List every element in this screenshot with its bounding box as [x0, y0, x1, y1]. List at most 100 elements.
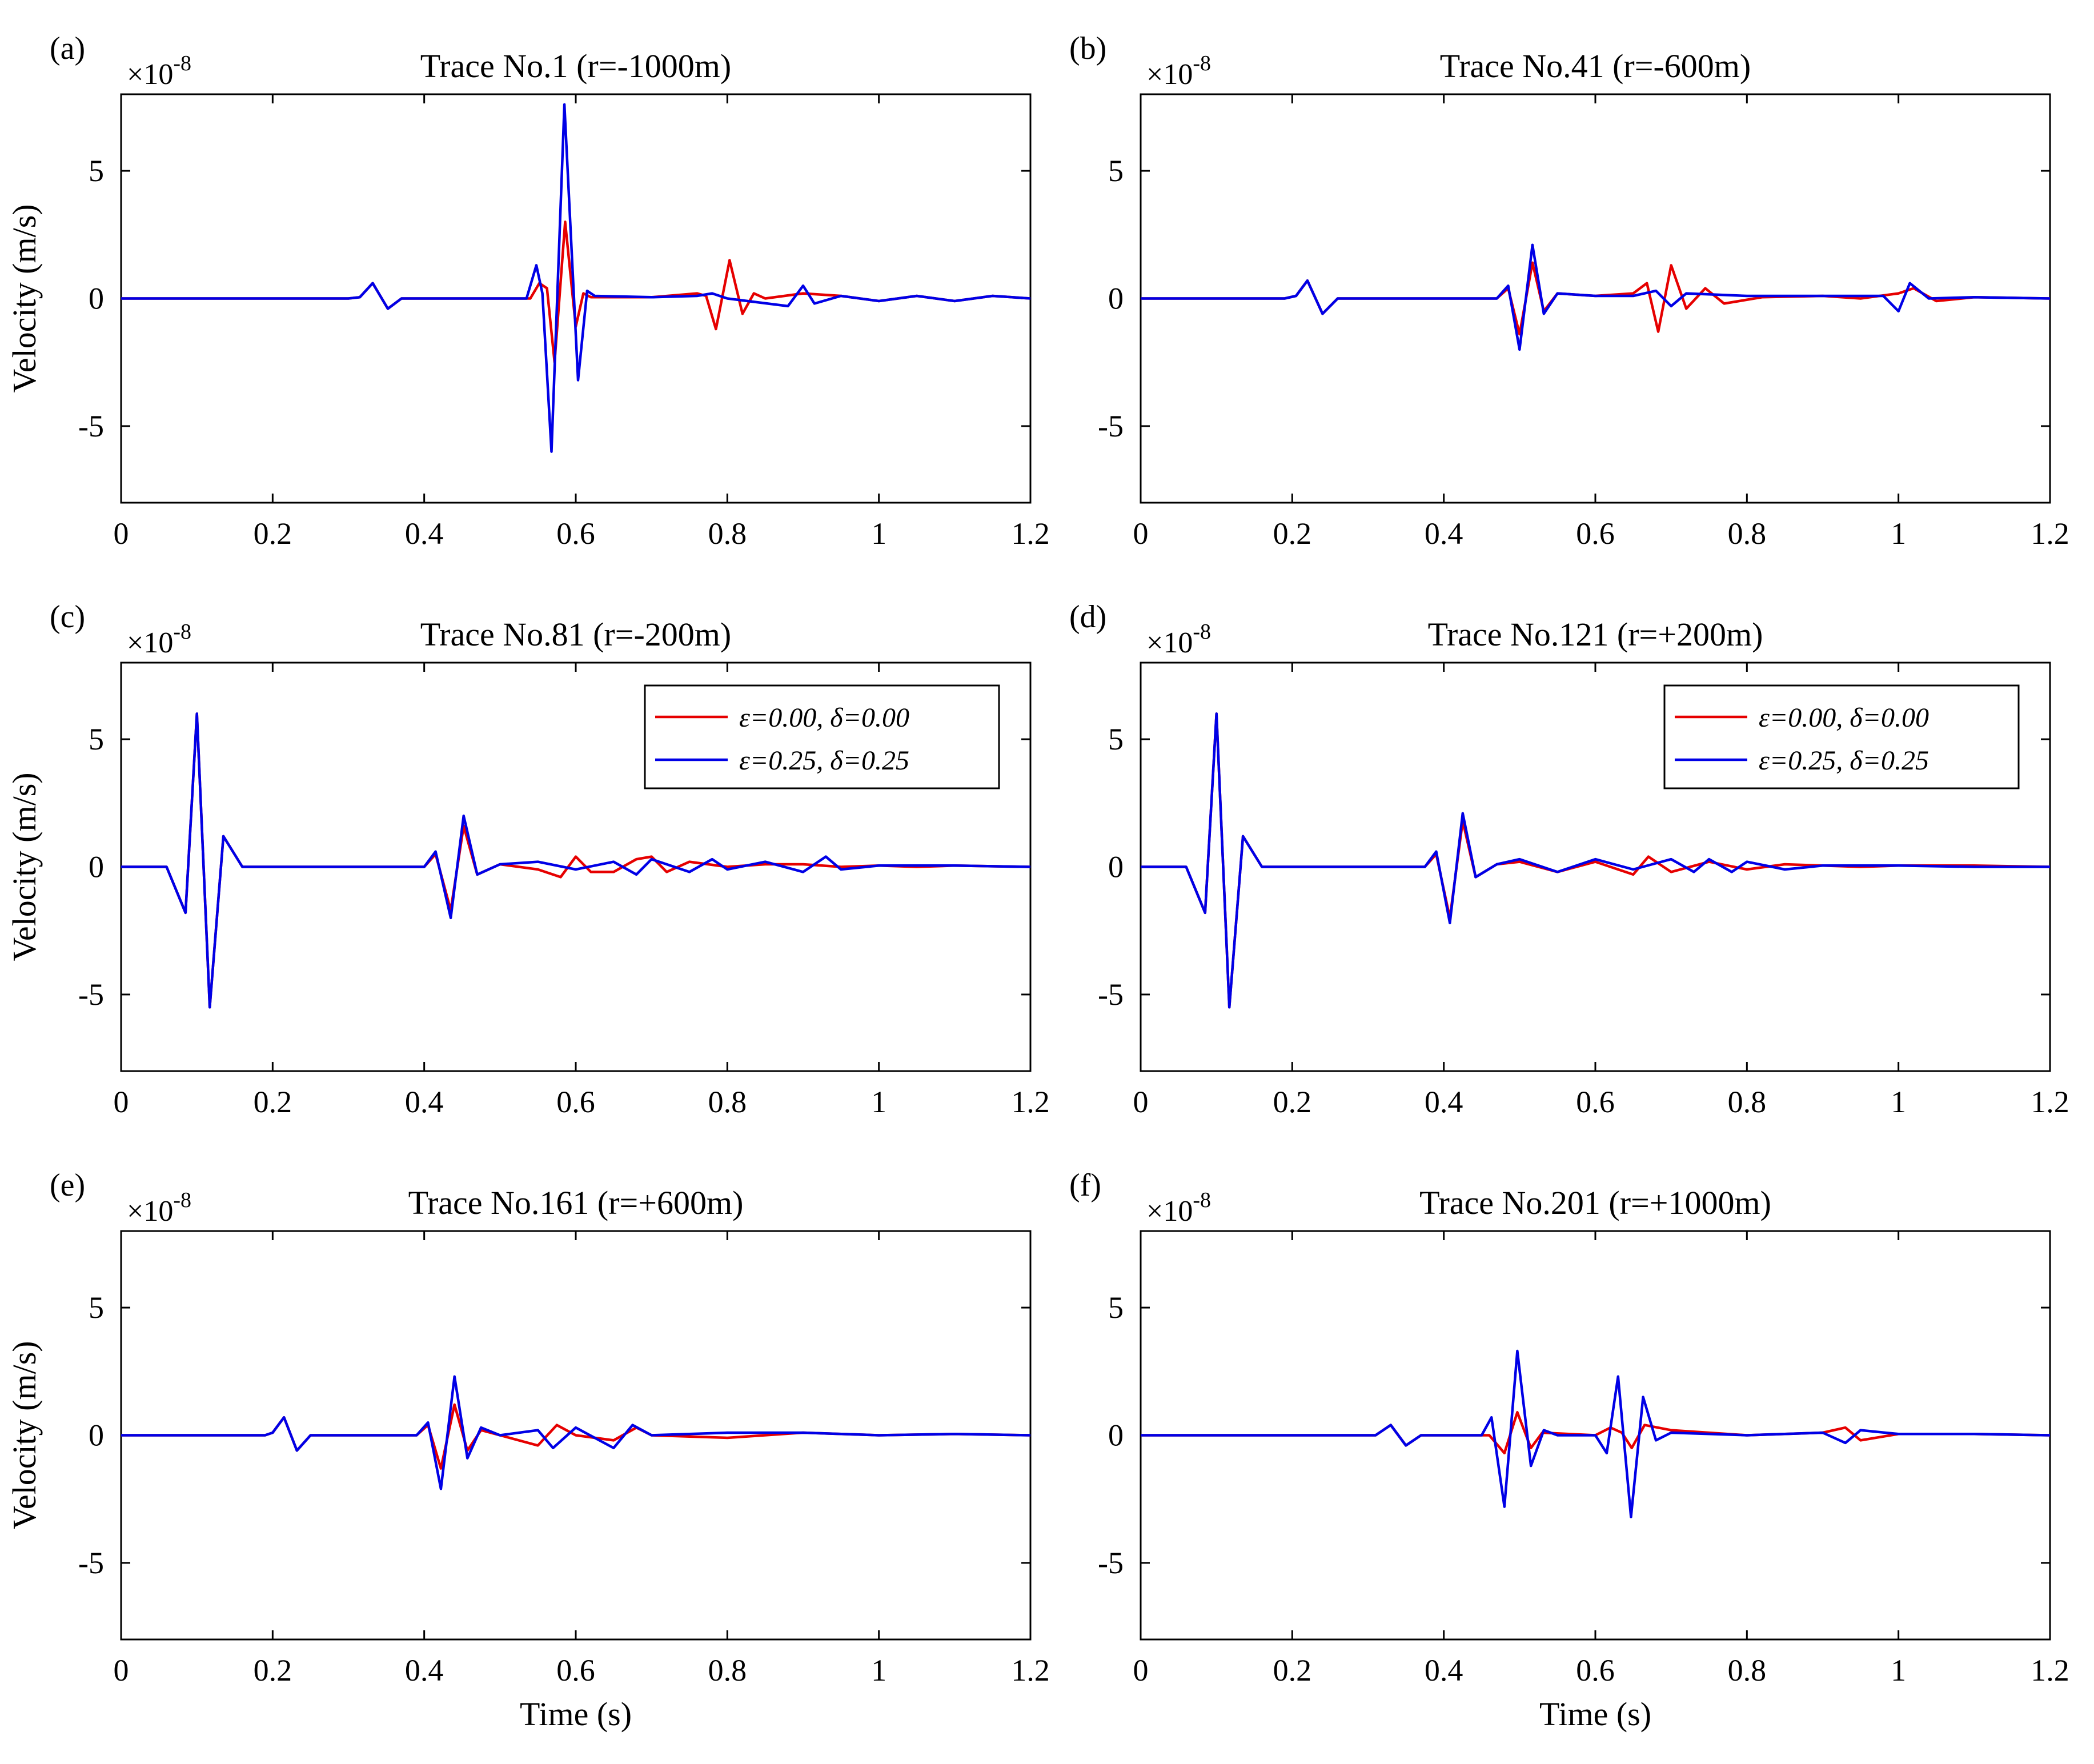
x-tick-label: 1 [1891, 1085, 1906, 1119]
x-tick-label: 0 [1133, 1085, 1149, 1119]
x-tick-label: 0 [114, 1085, 129, 1119]
x-tick-label: 1.2 [1011, 1085, 1050, 1119]
x-tick-label: 0.8 [708, 1085, 747, 1119]
x-tick-label: 1 [871, 516, 886, 551]
x-tick-label: 0.8 [708, 516, 747, 551]
legend-entry: ε=0.00, δ=0.00 [739, 703, 909, 733]
y-tick-label: 5 [1108, 722, 1124, 756]
series-line-blue [121, 103, 1030, 453]
x-tick-label: 0 [114, 1653, 129, 1687]
y-axis-label: Velocity (m/s) [6, 204, 43, 392]
series-line-blue [1141, 712, 2050, 1009]
x-tick-label: 0.8 [708, 1653, 747, 1687]
legend-box [1663, 684, 2020, 789]
legend-entry: ε=0.25, δ=0.25 [739, 745, 909, 776]
y-tick-label: 0 [89, 282, 104, 316]
x-tick-label: 1.2 [2031, 1085, 2069, 1119]
x-tick-label: 0 [1133, 516, 1149, 551]
x-tick-label: 0.4 [405, 516, 444, 551]
y-exponent-label: ×10-8 [127, 1188, 191, 1228]
panel-label: (c) [50, 599, 85, 635]
y-exponent-label: ×10-8 [127, 51, 191, 91]
x-tick-label: 1 [871, 1653, 886, 1687]
x-tick-label: 0.6 [1576, 1653, 1615, 1687]
x-tick-label: 0.2 [1273, 516, 1312, 551]
y-axis-label: Velocity (m/s) [6, 772, 43, 961]
x-tick-label: 1.2 [2031, 1653, 2069, 1687]
x-tick-label: 0.6 [556, 516, 595, 551]
y-tick-label: 0 [1108, 850, 1124, 884]
y-tick-label: 0 [1108, 1418, 1124, 1453]
x-tick-label: 1 [1891, 1653, 1906, 1687]
panel-e: 0 0.2 0.4 0.6 0.8 1 1.2 5 0 -5 ×10-8 (e) Trace No.16… [6, 1168, 1050, 1733]
y-tick-label: 0 [1108, 282, 1124, 316]
series-line-blue [121, 712, 1030, 1009]
x-tick-label: 0.4 [1425, 1653, 1463, 1687]
x-axis-label: Time (s) [1539, 1695, 1651, 1733]
y-tick-label: 5 [89, 1290, 104, 1325]
panel-title: Trace No.81 (r=-200m) [420, 616, 731, 653]
x-tick-label: 0.2 [254, 516, 292, 551]
y-tick-label: -5 [78, 1546, 104, 1580]
x-tick-label: 1.2 [1011, 516, 1050, 551]
panel-f: 0 0.2 0.4 0.6 0.8 1 1.2 5 0 -5 ×10-8 (f) Trace No.20… [1069, 1168, 2069, 1733]
x-tick-label: 1.2 [1011, 1653, 1050, 1687]
y-tick-label: 5 [89, 154, 104, 188]
series-line-blue [1141, 1349, 2050, 1518]
y-tick-label: -5 [1098, 1546, 1124, 1580]
legend-entry: ε=0.00, δ=0.00 [1759, 703, 1929, 733]
panel-title: Trace No.1 (r=-1000m) [420, 47, 731, 85]
x-tick-label: 0.2 [254, 1653, 292, 1687]
panel-title: Trace No.121 (r=+200m) [1428, 616, 1763, 653]
panel-title: Trace No.201 (r=+1000m) [1419, 1184, 1771, 1221]
panel-label: (e) [50, 1168, 85, 1203]
y-tick-label: -5 [1098, 409, 1124, 443]
panel-b: 0 0.2 0.4 0.6 0.8 1 1.2 5 0 -5 ×10-8 (b) Trace No.41… [1069, 31, 2069, 551]
y-tick-label: 5 [1108, 154, 1124, 188]
series-line-blue [121, 1375, 1030, 1490]
series-line-blue [1141, 243, 2050, 351]
x-tick-label: 0.8 [1728, 516, 1767, 551]
x-axis-label: Time (s) [520, 1695, 632, 1733]
x-tick-label: 0.6 [556, 1653, 595, 1687]
x-tick-label: 0 [114, 516, 129, 551]
panel-label: (a) [50, 31, 85, 66]
x-tick-label: 0.2 [1273, 1653, 1312, 1687]
x-tick-label: 0.4 [405, 1085, 444, 1119]
y-exponent-label: ×10-8 [1146, 620, 1211, 659]
panel-label: (f) [1069, 1168, 1101, 1203]
panel-label: (d) [1069, 599, 1106, 635]
panel-a: 0 0.2 0.4 0.6 0.8 1 1.2 5 0 -5 ×10-8 (a) Trace No.1 … [6, 31, 1050, 551]
panel-c: 0 0.2 0.4 0.6 0.8 1 1.2 5 0 -5 ×10-8 (c) Trace No.81… [6, 599, 1050, 1119]
legend: ε=0.00, δ=0.00 ε=0.25, δ=0.25 [1663, 684, 2020, 789]
x-tick-label: 0.4 [1425, 1085, 1463, 1119]
x-tick-label: 0.6 [1576, 516, 1615, 551]
panel-label: (b) [1069, 31, 1106, 66]
y-axis-label: Velocity (m/s) [6, 1341, 43, 1529]
x-tick-label: 0.2 [254, 1085, 292, 1119]
y-tick-label: -5 [78, 409, 104, 443]
legend-box [644, 684, 1000, 789]
x-tick-label: 0.6 [556, 1085, 595, 1119]
y-exponent-label: ×10-8 [1146, 51, 1211, 91]
x-tick-label: 0.8 [1728, 1085, 1767, 1119]
x-tick-label: 1 [1891, 516, 1906, 551]
x-tick-label: 0.6 [1576, 1085, 1615, 1119]
panel-title: Trace No.41 (r=-600m) [1440, 47, 1751, 85]
x-tick-label: 0.8 [1728, 1653, 1767, 1687]
y-tick-label: -5 [78, 977, 104, 1012]
y-tick-label: -5 [1098, 977, 1124, 1012]
x-tick-label: 0.4 [1425, 516, 1463, 551]
y-tick-label: 0 [89, 850, 104, 884]
y-exponent-label: ×10-8 [127, 620, 191, 659]
legend-entry: ε=0.25, δ=0.25 [1759, 745, 1929, 776]
x-tick-label: 0.4 [405, 1653, 444, 1687]
x-tick-label: 0 [1133, 1653, 1149, 1687]
x-tick-label: 1 [871, 1085, 886, 1119]
y-tick-label: 5 [1108, 1290, 1124, 1325]
panel-d: 0 0.2 0.4 0.6 0.8 1 1.2 5 0 -5 ×10-8 (d) Trace No.12… [1069, 599, 2069, 1119]
panel-title: Trace No.161 (r=+600m) [408, 1184, 744, 1221]
x-tick-label: 0.2 [1273, 1085, 1312, 1119]
legend: ε=0.00, δ=0.00 ε=0.25, δ=0.25 [644, 684, 1000, 789]
